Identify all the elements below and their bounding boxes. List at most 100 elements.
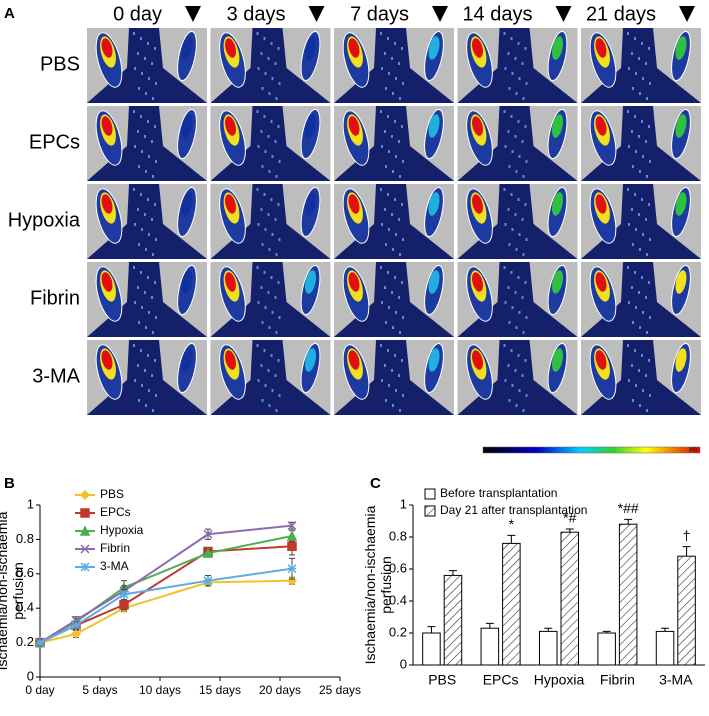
perfusion-image: [210, 340, 331, 415]
colorbar-min: 0: [486, 447, 489, 453]
x-tick-label: 3-MA: [659, 672, 693, 688]
speckle: [147, 120, 149, 123]
speckle: [134, 223, 136, 226]
speckle: [517, 198, 520, 201]
legend-label: EPCs: [100, 505, 131, 519]
data-point: [203, 529, 213, 539]
speckle: [525, 394, 528, 397]
speckle: [152, 97, 154, 100]
speckle: [518, 233, 521, 236]
speckle: [635, 306, 637, 309]
speckle: [525, 238, 528, 241]
paw-left-core: [225, 272, 236, 292]
y-tick-label: 0.2: [389, 624, 407, 639]
speckle: [507, 52, 510, 55]
speckle: [154, 47, 156, 50]
speckle: [503, 266, 506, 269]
speckle: [638, 57, 640, 60]
speckle: [133, 344, 135, 347]
y-axis-label: Ischaemia/non-ischaemia perfusion: [0, 511, 26, 671]
row-label: Hypoxia: [8, 209, 81, 231]
speckle: [387, 349, 389, 352]
speckle: [140, 37, 142, 40]
speckle: [261, 321, 264, 324]
speckle: [137, 130, 139, 133]
legend-label: 3-MA: [100, 559, 129, 573]
colorbar: [482, 446, 701, 454]
legend-marker: [79, 489, 91, 501]
speckle: [634, 115, 636, 118]
paw-left-core: [101, 38, 113, 58]
speckle: [141, 384, 143, 387]
speckle: [381, 379, 383, 382]
perfusion-image: [581, 340, 701, 415]
speckle: [507, 130, 510, 133]
arrow-marker: [185, 6, 201, 22]
speckle: [278, 160, 281, 163]
speckle: [398, 374, 400, 377]
speckle: [152, 409, 154, 412]
x-tick-label: 15 days: [199, 683, 241, 697]
paw-right-hot: [181, 192, 193, 216]
row-label: PBS: [40, 53, 80, 75]
bar: [677, 555, 696, 666]
speckle: [256, 344, 259, 347]
speckle: [267, 213, 270, 216]
speckle: [632, 321, 634, 324]
speckle: [140, 349, 142, 352]
speckle: [507, 208, 510, 211]
speckle: [385, 321, 387, 324]
speckle: [648, 281, 650, 284]
speckle: [504, 301, 507, 304]
speckle: [504, 379, 507, 382]
speckle: [395, 389, 397, 392]
speckle: [380, 110, 382, 113]
paw-left-core: [595, 272, 607, 292]
speckle: [385, 399, 387, 402]
speckle: [138, 243, 140, 246]
row-label: EPCs: [29, 131, 80, 153]
speckle: [257, 301, 260, 304]
speckle: [260, 364, 263, 367]
column-header: 21 days: [586, 3, 656, 25]
speckle: [515, 248, 518, 251]
speckle: [634, 349, 636, 352]
paw-left-core: [348, 194, 360, 214]
paw-right-hot: [552, 270, 563, 294]
perfusion-image: [87, 106, 207, 181]
speckle: [635, 150, 637, 153]
speckle: [147, 198, 149, 201]
data-point: [70, 628, 82, 640]
panel-label: B: [4, 475, 15, 492]
paw-right-hot: [552, 36, 563, 60]
speckle: [511, 228, 514, 231]
speckle: [504, 67, 507, 70]
speckle: [646, 331, 648, 334]
error-bar: [624, 518, 633, 525]
data-point: [203, 576, 213, 586]
legend-swatch: [424, 505, 436, 517]
speckle: [133, 188, 135, 191]
speckle: [646, 409, 648, 412]
significance-mark: *#: [563, 510, 576, 526]
speckle: [270, 42, 273, 45]
speckle: [517, 276, 520, 279]
speckle: [270, 354, 273, 357]
x-tick-label: 20 days: [259, 683, 301, 697]
speckle: [392, 248, 394, 251]
speckle: [646, 175, 648, 178]
speckle: [260, 52, 263, 55]
speckle: [154, 359, 156, 362]
speckle: [401, 359, 403, 362]
speckle: [402, 394, 404, 397]
speckle: [510, 271, 513, 274]
speckle: [635, 384, 637, 387]
speckle: [648, 125, 650, 128]
data-point: [287, 541, 297, 552]
speckle: [140, 115, 142, 118]
speckle: [638, 135, 640, 138]
speckle: [152, 331, 154, 334]
speckle: [141, 306, 143, 309]
speckle: [133, 110, 135, 113]
speckle: [507, 364, 510, 367]
